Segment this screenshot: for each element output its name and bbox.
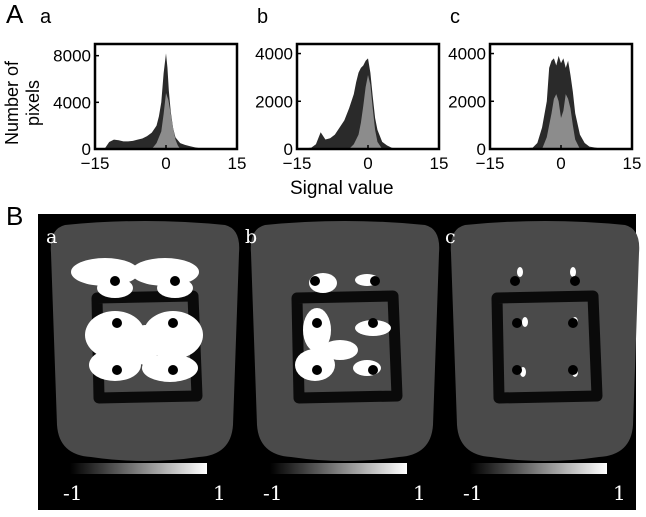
histogram-b-xtick-label: 15 [430,154,449,173]
marker-dot [568,365,578,375]
marker-dot [112,318,122,328]
colorbar-max-label: 1 [213,481,226,505]
phase-map-2: -1 1 [450,221,640,505]
marker-dot [512,365,522,375]
panel-b-letter: B [6,201,24,231]
marker-dot [168,318,178,328]
marker-dot [370,276,380,286]
artifact-blob [89,349,141,381]
histogram-a-xtick-label: 0 [161,154,170,173]
colorbar-min-label: -1 [63,481,82,505]
histogram-a-xtick-label: −15 [81,154,110,173]
marker-dot [312,318,322,328]
histogram-c-series-0 [513,55,609,149]
marker-dot [312,365,322,375]
histogram-b-xtick-label: −15 [283,154,312,173]
histogram-c-xtick-label: 15 [623,154,642,173]
colorbar-min-label: -1 [463,481,482,505]
histogram-a-series-1 [151,93,181,149]
colorbar-min-label: -1 [263,481,282,505]
marker-dot [510,276,520,286]
histogram-a-ytick-label: 4000 [53,93,91,112]
phase-map-1: -1 1 [250,221,440,505]
histogram-b-ytick-label: 2000 [255,92,293,111]
artifact-blob [570,267,576,277]
marker-dot [368,318,378,328]
artifact-blob [131,325,159,365]
panel-a-letter: A [6,0,24,29]
x-axis-label: Signal value [290,178,394,199]
colorbar-max-label: 1 [613,481,626,505]
marker-dot [170,276,180,286]
artifact-blob [303,308,331,352]
histogram-c-series-1 [542,94,580,149]
artifact-blob [522,317,528,327]
histogram-c-ytick-label: 4000 [448,45,486,64]
marker-dot [568,318,578,328]
phase-map-0: -1 1 [50,221,240,505]
marker-dot [168,365,178,375]
histogram-c-xtick-label: 0 [556,154,565,173]
artifact-blob [322,340,358,360]
phantom-body [450,221,640,461]
histogram-a-ytick-label: 8000 [53,47,91,66]
histogram-a-label: a [40,6,52,28]
artifact-blob [517,267,523,277]
colorbar [270,463,407,474]
artifact-blob [85,311,145,359]
colorbar [470,463,607,474]
histogram-c-xtick-label: −15 [476,154,505,173]
inner-ring [491,290,603,404]
histogram-b-xtick-label: 0 [363,154,372,173]
marker-dot [310,276,320,286]
histogram-b-ytick-label: 0 [284,140,293,159]
colorbar-max-label: 1 [413,481,426,505]
histogram-b-ytick-label: 4000 [255,45,293,64]
marker-dot [570,276,580,286]
marker-dot [368,365,378,375]
artifact-blob [295,349,335,381]
histogram-c-label: c [450,6,460,28]
map-b-label: b [245,226,258,248]
map-c-label: c [445,226,456,248]
histogram-a-ytick-label: 0 [82,140,91,159]
histogram-b-series-1 [349,75,383,149]
colorbar [70,463,207,474]
map-a-label: a [46,226,58,248]
histogram-a-xtick-label: 15 [228,154,247,173]
marker-dot [110,276,120,286]
histogram-c-ytick-label: 0 [477,140,486,159]
marker-dot [512,318,522,328]
artifact-blob [97,278,133,298]
histogram-b-label: b [257,6,269,28]
marker-dot [112,365,122,375]
artifact-blob [157,278,193,298]
histogram-c-ytick-label: 2000 [448,92,486,111]
